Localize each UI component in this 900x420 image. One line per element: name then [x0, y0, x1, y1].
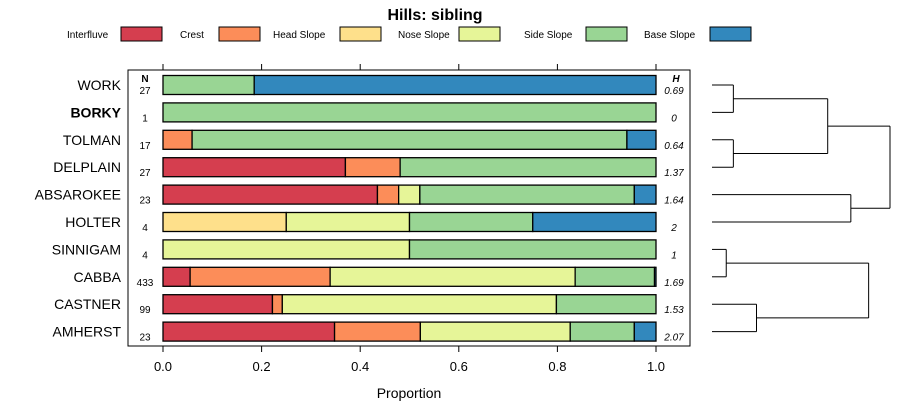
bar-segment	[281, 294, 558, 315]
plot-area	[127, 69, 691, 347]
bar-segment	[271, 294, 283, 315]
x-tick-label: 0.2	[253, 359, 271, 374]
n-value: 4	[142, 250, 148, 261]
bar-segment	[555, 294, 657, 315]
legend-label: Nose Slope	[398, 30, 450, 41]
x-axis-label: Proportion	[377, 385, 442, 401]
bar-segment	[333, 321, 421, 342]
h-value: 0	[671, 113, 677, 124]
n-value: 27	[139, 168, 151, 179]
h-value: 1.64	[664, 196, 684, 207]
plot-frame	[127, 69, 691, 347]
bar-segment	[162, 184, 379, 205]
h-value: 1.69	[664, 278, 684, 289]
h-value: 1	[671, 250, 677, 261]
legend-swatch	[120, 26, 163, 42]
row-label: AMHERST	[53, 324, 122, 340]
bars	[162, 74, 657, 342]
x-tick-label: 0.8	[548, 359, 566, 374]
n-value: 433	[137, 278, 154, 289]
bar-segment	[419, 184, 635, 205]
bar-segment	[285, 211, 411, 233]
legend-label: Head Slope	[273, 30, 326, 41]
bar-segment	[162, 239, 411, 260]
n-value: 1	[142, 113, 148, 124]
legend-swatch	[339, 26, 382, 42]
h-header: H	[672, 74, 680, 85]
bar-segment	[162, 211, 287, 233]
legend-swatch	[218, 26, 261, 42]
h-value: 2.07	[663, 333, 684, 344]
row-labels: WORK BORKY TOLMAN DELPLAIN ABSAROKEE HOLTER SI…	[35, 77, 122, 340]
bar-segment	[189, 266, 331, 287]
row-label: SINNIGAM	[52, 241, 121, 257]
h-labels: H0.69 0 0.64 1.37 1.64 2 1 1.69 1.53 2.07	[663, 74, 684, 344]
n-value: 27	[139, 86, 151, 97]
bar-segment	[574, 266, 656, 287]
bar-segment	[162, 74, 255, 96]
n-value: 4	[142, 223, 148, 234]
bar-segment	[399, 157, 657, 178]
x-axis: 0.0 0.2 0.4 0.6 0.8 1.0	[154, 64, 665, 374]
bar-segment	[569, 321, 635, 342]
dendrogram	[712, 84, 891, 333]
bar-segment	[633, 184, 657, 205]
bar-segment	[408, 211, 534, 233]
h-value: 1.53	[664, 305, 684, 316]
x-tick-label: 0.0	[154, 359, 172, 374]
bar-segment	[162, 321, 336, 342]
bar-segment	[191, 129, 628, 150]
row-label: CASTNER	[54, 296, 121, 312]
bar-segment	[344, 157, 401, 178]
bar-segment	[162, 102, 657, 123]
h-value: 1.37	[664, 168, 684, 179]
bar-segment	[162, 129, 193, 150]
bar-segment	[162, 157, 347, 178]
legend-label: Crest	[180, 30, 204, 41]
bar-segment	[653, 266, 657, 287]
row-label: DELPLAIN	[53, 159, 121, 175]
legend-swatch	[709, 26, 752, 42]
bar-segment	[408, 239, 657, 260]
row-label: BORKY	[70, 104, 121, 120]
bar-segment	[329, 266, 576, 287]
row-label: CABBA	[74, 269, 122, 285]
x-tick-label: 1.0	[647, 359, 665, 374]
bar-segment	[162, 266, 191, 287]
bar-segment	[162, 294, 274, 315]
bar-segment	[398, 184, 421, 205]
bar-segment	[419, 321, 571, 342]
bar-segment	[376, 184, 400, 205]
legend-label: Side Slope	[524, 30, 573, 41]
h-value: 0.64	[664, 141, 684, 152]
row-label: TOLMAN	[63, 132, 121, 148]
n-header: N	[141, 74, 148, 85]
x-tick-label: 0.6	[450, 359, 468, 374]
legend-swatch	[458, 26, 501, 42]
bar-segment	[633, 321, 657, 342]
legend-label: Interfluve	[67, 30, 109, 41]
row-label: WORK	[77, 77, 121, 93]
row-label: HOLTER	[65, 214, 121, 230]
legend: Interfluve Crest Head Slope Nose Slope Side …	[67, 26, 752, 42]
n-value: 17	[139, 141, 151, 152]
n-value: 23	[139, 333, 151, 344]
row-label: ABSAROKEE	[35, 187, 121, 203]
n-value: 23	[139, 196, 151, 207]
legend-label: Base Slope	[644, 30, 696, 41]
h-value: 2	[670, 223, 677, 234]
legend-swatch	[585, 26, 628, 42]
bar-segment	[532, 211, 657, 233]
x-tick-label: 0.4	[351, 359, 369, 374]
bar-segment	[626, 129, 657, 150]
n-value: 99	[139, 305, 151, 316]
bar-segment	[253, 74, 657, 96]
chart-title: Hills: sibling	[387, 7, 482, 24]
h-value: 0.69	[664, 86, 684, 97]
